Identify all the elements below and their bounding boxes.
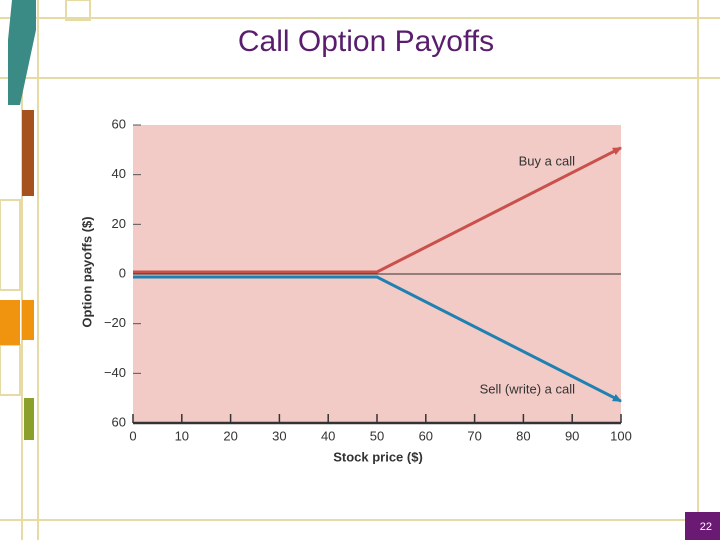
y-tick-label: 60 bbox=[112, 414, 126, 429]
slide-title: Call Option Payoffs bbox=[238, 25, 494, 58]
x-tick-label: 70 bbox=[467, 428, 481, 443]
x-tick-label: 0 bbox=[129, 428, 136, 443]
series-label: Sell (write) a call bbox=[480, 382, 575, 397]
x-tick-label: 40 bbox=[321, 428, 335, 443]
x-tick-label: 90 bbox=[565, 428, 579, 443]
x-tick-label: 50 bbox=[370, 428, 384, 443]
x-tick-label: 60 bbox=[419, 428, 433, 443]
payoff-line bbox=[133, 275, 622, 403]
payoff-line bbox=[133, 146, 622, 274]
x-tick-label: 80 bbox=[516, 428, 530, 443]
y-tick-label: 40 bbox=[112, 166, 126, 181]
series-label: Buy a call bbox=[519, 153, 575, 168]
page-number: 22 bbox=[700, 521, 712, 533]
y-tick-label: 0 bbox=[119, 265, 126, 280]
y-tick-label: −40 bbox=[104, 365, 126, 380]
x-tick-label: 30 bbox=[272, 428, 286, 443]
x-tick-label: 100 bbox=[610, 428, 632, 443]
x-tick-label: 10 bbox=[175, 428, 189, 443]
x-tick-label: 20 bbox=[223, 428, 237, 443]
y-tick-label: 20 bbox=[112, 216, 126, 231]
y-axis-label: Option payoffs ($) bbox=[79, 216, 94, 327]
y-tick-label: −20 bbox=[104, 315, 126, 330]
y-tick-label: 60 bbox=[112, 116, 126, 131]
x-axis-label: Stock price ($) bbox=[333, 449, 423, 464]
